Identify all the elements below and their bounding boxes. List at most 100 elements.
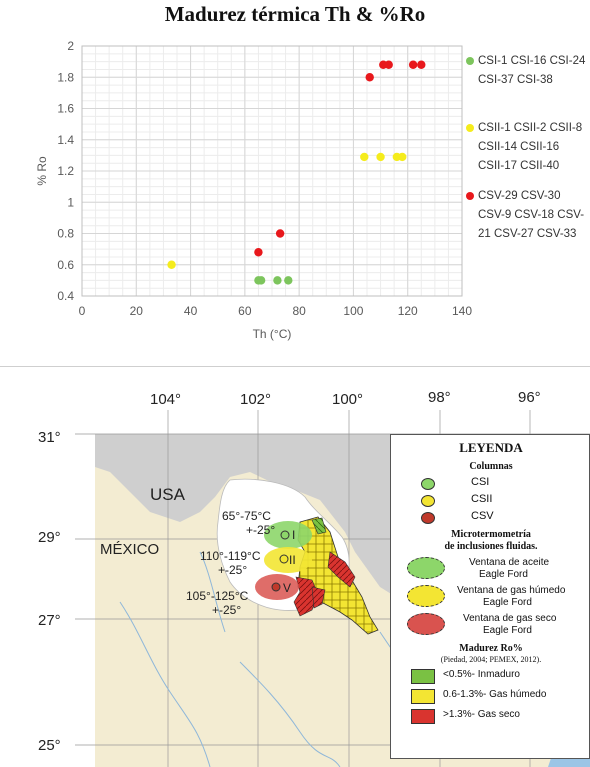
lon-label-98: 98° [428,389,451,406]
lon-label-104: 104° [150,391,181,408]
lat-label-27: 27° [38,612,61,629]
legend-swatch-inmaduro [411,669,435,684]
legend-swatch-seco [411,709,435,724]
zone-label-v: V [283,581,291,595]
legend-text-csii-3: CSII-17 CSII-40 [478,160,560,172]
y-tick-label: 0.6 [57,258,74,272]
chart-title: Madurez térmica Th & %Ro [164,2,426,26]
lat-label-25: 25° [38,737,61,754]
y-tick-label: 1.2 [57,164,74,178]
lat-label-31: 31° [38,429,61,446]
lon-label-102: 102° [240,391,271,408]
country-usa: USA [150,485,186,504]
data-point-series-1 [273,276,282,285]
map-legend-micro-title-2: de inclusiones fluidas. [444,541,538,552]
x-tick-label: 60 [238,304,252,318]
x-tick-label: 0 [79,304,86,318]
legend-swatch-csii [421,495,435,507]
country-mexico: MÉXICO [100,541,159,558]
data-point-series-3 [254,248,263,257]
river-4 [199,551,226,633]
legend-text-csi-2: CSI-37 CSI-38 [478,74,553,86]
data-point-series-2 [376,152,385,162]
zone-temp-1: 65°-75°C [222,509,271,523]
column-marker-csi [280,530,290,540]
x-tick-label: 80 [292,304,306,318]
chart-legend-3: CSV-29 CSV-30 CSV-9 CSV-18 CSV- 21 CSV-2… [466,187,590,244]
river-2 [239,661,341,767]
legend-swatch-csv [421,512,435,524]
scatter-chart: 0 20 40 60 80 100 120 140 0.4 0.6 0.8 1 1.2 1.4 1.6 1.8… [35,39,472,341]
legend-marker-csii [466,124,474,132]
data-point-series-3 [417,60,426,69]
zone-green-strip [311,517,327,535]
map-legend-ro-source: (Piedad, 2004; PEMEX, 2012). [440,655,542,664]
data-point-series-3 [275,229,285,238]
legend-window-aceite-1: Ventana de aceite [469,557,550,568]
lat-label-29: 29° [38,529,61,546]
y-tick-label: 1 [67,195,74,209]
legend-swatch-gas-humedo [407,585,445,607]
x-tick-label: 100 [343,304,363,318]
legend-text-csv-2: CSV-9 CSV-18 CSV- [478,209,585,221]
legend-entry-csi: CSI-1 CSI-16 CSI-24 CSI-37 CSI-38 [466,52,590,90]
data-point-series-3 [365,73,374,82]
plot-frame [81,45,463,297]
zone-label-i: I [292,528,295,542]
zone-temp-2b: +-25° [218,563,247,577]
x-tick-label: 40 [184,304,198,318]
column-marker-csv [271,582,281,592]
legend-swatch-csi [421,478,435,490]
zone-gas-seco-3 [311,586,326,609]
river-1 [119,601,211,767]
legend-text-csii-1: CSII-1 CSII-2 CSII-8 [478,122,583,134]
legend-window-seco-2: Eagle Ford [483,625,532,636]
data-point-series-2 [398,152,407,162]
legend-marker-csv [466,192,474,200]
y-tick-label: 0.4 [57,289,74,303]
data-point-series-1 [256,276,266,285]
legend-ro-humedo: 0.6-1.3%- Gas húmedo [443,689,547,700]
legend-text-csv-3: 21 CSV-27 CSV-33 [478,228,577,240]
zone-temp-2: 110°-119°C [200,549,261,563]
zone-label-ii: II [289,553,296,567]
map-legend-ro-title: Madurez Ro% [459,643,523,654]
legend-swatch-aceite [407,557,445,579]
legend-window-aceite-2: Eagle Ford [479,569,528,580]
legend-window-humedo-2: Eagle Ford [483,597,532,608]
legend-column-csi: CSI [471,476,490,488]
legend-marker-csi [466,57,474,65]
legend-text-csv-1: CSV-29 CSV-30 [478,190,561,202]
y-tick-label: 1.4 [57,133,74,147]
legend-column-csv: CSV [471,510,494,522]
lon-label-100: 100° [332,391,363,408]
x-tick-label: 140 [452,304,472,318]
legend-swatch-gas-seco [407,613,445,635]
legend-window-seco-1: Ventana de gas seco [463,613,557,624]
zone-temp-1b: +-25° [246,523,275,537]
section-divider [0,366,590,367]
legend-entry-csv: CSV-29 CSV-30 CSV-9 CSV-18 CSV- 21 CSV-2… [466,187,590,244]
column-marker-csii [279,554,289,564]
legend-ro-inmaduro: <0.5%- Inmaduro [443,669,520,680]
zone-temp-3: 105°-125°C [186,589,249,603]
legend-column-csii: CSII [471,493,493,505]
lon-label-96: 96° [518,389,541,406]
x-tick-label: 20 [130,304,144,318]
data-point-series-1 [284,276,293,285]
map-legend-columns-title: Columnas [469,461,513,472]
data-point-series-3 [408,60,418,69]
map-legend-micro-title-1: Microtermometría [451,529,531,540]
legend-text-csi-1: CSI-1 CSI-16 CSI-24 [478,55,586,67]
data-point-series-3 [384,60,393,69]
map-legend-box: LEYENDA Columnas CSI CSII CSV Microtermo… [390,434,590,759]
y-tick-label: 1.6 [57,102,74,116]
chart-legend-2: CSII-1 CSII-2 CSII-8 CSII-14 CSII-16 CSI… [466,119,590,176]
y-axis-label: % Ro [35,156,49,186]
data-point-series-2 [360,152,369,162]
legend-ro-seco: >1.3%- Gas seco [443,709,520,720]
zone-temp-3b: +-25° [212,603,241,617]
y-tick-label: 1.8 [57,70,74,84]
x-tick-label: 120 [398,304,418,318]
x-axis-label: Th (°C) [253,327,292,341]
